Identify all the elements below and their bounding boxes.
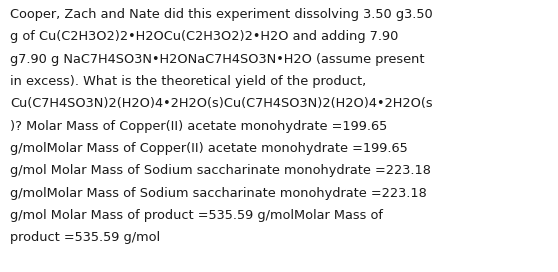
Text: g/molMolar Mass of Copper(II) acetate monohydrate =199.65: g/molMolar Mass of Copper(II) acetate mo…: [10, 142, 408, 155]
Text: g/molMolar Mass of Sodium saccharinate monohydrate =223.18: g/molMolar Mass of Sodium saccharinate m…: [10, 187, 427, 200]
Text: product =535.59 g/mol: product =535.59 g/mol: [10, 231, 160, 244]
Text: Cooper, Zach and Nate did this experiment dissolving 3.50 g3.50: Cooper, Zach and Nate did this experimen…: [10, 8, 433, 21]
Text: g/mol Molar Mass of Sodium saccharinate monohydrate =223.18: g/mol Molar Mass of Sodium saccharinate …: [10, 164, 431, 177]
Text: g/mol Molar Mass of product =535.59 g/molMolar Mass of: g/mol Molar Mass of product =535.59 g/mo…: [10, 209, 383, 222]
Text: g7.90 g NaC7H4SO3N•H2ONaC7H4SO3N•H2O (assume present: g7.90 g NaC7H4SO3N•H2ONaC7H4SO3N•H2O (as…: [10, 53, 425, 66]
Text: Cu(C7H4SO3N)2(H2O)4•2H2O(s)Cu(C7H4SO3N)2(H2O)4•2H2O(s: Cu(C7H4SO3N)2(H2O)4•2H2O(s)Cu(C7H4SO3N)2…: [10, 97, 432, 110]
Text: g of Cu(C2H3O2)2•H2OCu(C2H3O2)2•H2O and adding 7.90: g of Cu(C2H3O2)2•H2OCu(C2H3O2)2•H2O and …: [10, 30, 398, 44]
Text: in excess). What is the theoretical yield of the product,: in excess). What is the theoretical yiel…: [10, 75, 366, 88]
Text: )? Molar Mass of Copper(II) acetate monohydrate =199.65: )? Molar Mass of Copper(II) acetate mono…: [10, 120, 387, 133]
